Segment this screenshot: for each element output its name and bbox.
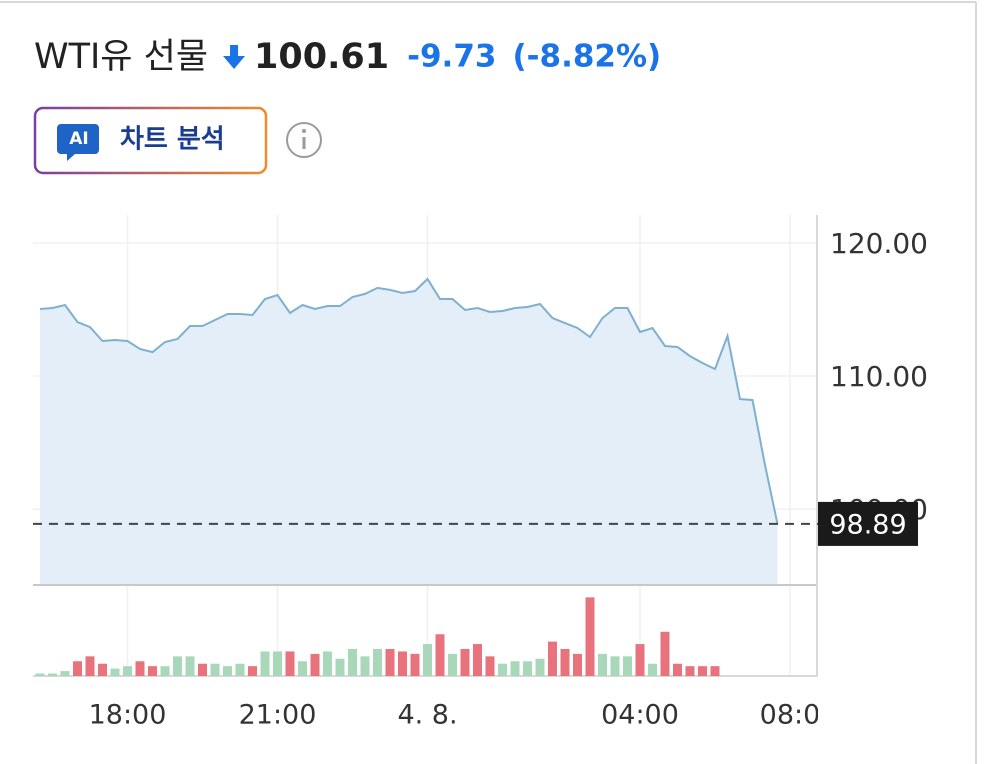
info-stem[interactable] <box>302 137 306 149</box>
volume-bar <box>210 663 220 676</box>
volume-bar <box>535 658 545 676</box>
volume-bar <box>373 648 382 676</box>
volume-bar <box>498 663 507 676</box>
volume-bar <box>223 666 232 676</box>
ai-chart-button[interactable]: AI 차트 분석 <box>33 106 268 175</box>
volume-bar <box>485 656 495 676</box>
volume-bar <box>273 651 282 676</box>
volume-bar <box>460 648 470 676</box>
volume-bar <box>310 653 320 676</box>
x-tick-label: 18:00 <box>89 700 167 731</box>
y-tick-label: 110.00 <box>830 360 928 393</box>
x-tick-label: 4. 8. <box>397 700 457 731</box>
volume-bar <box>473 644 482 676</box>
volume-bar <box>60 671 70 676</box>
info-circle[interactable] <box>286 122 322 158</box>
info-icon[interactable] <box>286 122 322 158</box>
x-tick-label: 08:0 <box>760 700 821 731</box>
volume-bar <box>335 658 345 676</box>
volume-bar <box>173 656 182 676</box>
volume-bar <box>573 653 582 676</box>
volume-bar <box>398 651 407 676</box>
volume-bar <box>35 673 45 676</box>
volume-bar <box>710 666 720 676</box>
volume-bar <box>548 641 557 676</box>
volume-bar <box>685 666 695 676</box>
volume-bar <box>623 656 632 676</box>
volume-bar <box>235 663 245 676</box>
volume-bar <box>660 631 670 676</box>
instrument-title: WTI유 선물 <box>34 37 208 77</box>
price-change: -9.73 <box>407 39 496 75</box>
x-tick-label: 21:00 <box>239 700 317 731</box>
last-price-badge <box>818 501 918 546</box>
volume-bar <box>148 666 157 676</box>
volume-bar <box>360 656 370 676</box>
volume-bar <box>410 653 420 676</box>
volume-bar <box>298 661 307 676</box>
volume-bar <box>48 673 57 676</box>
volume-bar <box>160 666 170 676</box>
ai-icon-label[interactable]: AI <box>69 129 88 149</box>
price-area <box>40 279 778 585</box>
ai-icon[interactable] <box>57 124 99 161</box>
x-tick-label: 04:00 <box>601 700 679 731</box>
volume-bar <box>585 597 595 676</box>
volume-bar <box>73 661 82 676</box>
volume-bar <box>610 656 620 676</box>
volume-bar <box>635 644 645 676</box>
chart: Investing.com <box>33 215 818 677</box>
volume-bar <box>98 663 107 676</box>
volume-bar <box>248 666 257 676</box>
volume-bar <box>110 668 120 676</box>
volume-bar <box>85 656 95 676</box>
volume-bar <box>448 653 457 676</box>
volume-bar <box>285 651 295 676</box>
volume-bar <box>135 661 145 676</box>
volume-bar <box>260 651 270 676</box>
last-price-label: 98.89 <box>829 509 906 540</box>
price-line <box>39 277 779 525</box>
info-dot[interactable] <box>302 129 306 133</box>
volume-bar <box>323 651 332 676</box>
volume-bar <box>560 648 570 676</box>
volume-bar <box>523 661 532 676</box>
volume-bar <box>185 656 195 676</box>
volume-bar <box>423 644 432 676</box>
volume-bar <box>385 648 395 676</box>
volume-bar <box>123 666 132 676</box>
volume-bar <box>648 663 657 676</box>
price-change-percent: (-8.82%) <box>512 39 661 75</box>
volume-bar <box>198 663 207 676</box>
volume-bar <box>510 661 520 676</box>
volume-bar <box>348 648 357 676</box>
y-tick-label: 120.00 <box>830 227 928 260</box>
volume-bar <box>435 634 445 676</box>
volume-bar <box>698 666 707 676</box>
volume-bar <box>673 663 682 676</box>
price: 100.61 <box>254 37 389 77</box>
volume-bar <box>598 653 607 676</box>
down-arrow <box>223 45 246 69</box>
button-label[interactable]: 차트 분석 <box>120 125 225 155</box>
